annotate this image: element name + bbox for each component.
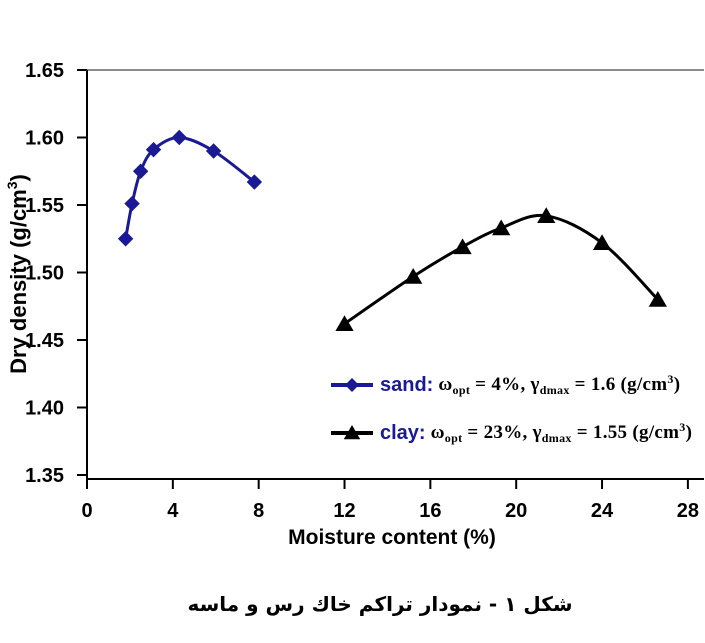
y-tick-label: 1.40: [25, 398, 64, 420]
compaction-chart: 1.65 1.60 1.55 1.50 1.45 1.40 1.35 0 4 8 12 16 20 24 2…: [4, 60, 704, 549]
sand-legend-equation: ωopt = 4%, γdmax = 1.6 (g/cm3): [438, 372, 681, 397]
y-tick-label: 1.50: [25, 263, 64, 285]
sand-marker: [117, 231, 134, 247]
y-tick-label: 1.45: [25, 330, 64, 352]
clay-marker: [404, 268, 423, 284]
y-tick-label: 1.60: [25, 128, 64, 150]
x-tick-label: 16: [419, 500, 441, 522]
clay-legend-equation: ωopt = 23%, γdmax = 1.55 (g/cm3): [430, 420, 693, 445]
legend-row-sand: sand: ωopt = 4%, γdmax = 1.6 (g/cm3): [329, 372, 680, 398]
clay-legend-label: clay:: [380, 421, 426, 444]
y-tick-label: 1.35: [25, 465, 64, 487]
clay-legend-marker-icon: [331, 425, 373, 440]
x-tick-label: 0: [81, 500, 92, 522]
sand-line: [124, 135, 256, 241]
sand-marker: [132, 163, 149, 179]
sand-marker: [124, 195, 140, 212]
clay-marker: [537, 207, 556, 224]
clay-marker: [453, 238, 472, 255]
sand-marker: [246, 174, 263, 190]
sand-marker: [205, 143, 222, 159]
sand-marker: [145, 141, 162, 158]
sand-legend-marker-icon: [331, 378, 373, 392]
x-tick-label: 12: [333, 500, 355, 522]
y-tick-label: 1.65: [25, 60, 64, 82]
y-tick-label: 1.55: [25, 195, 64, 217]
x-tick-label: 8: [253, 500, 264, 522]
figure-caption: شكل ١ - نمودار تراكم خاك رس و ماسه: [187, 592, 573, 616]
x-axis-title: Moisture content (%): [288, 526, 496, 549]
x-tick-label: 4: [167, 500, 179, 522]
x-tick-label: 20: [505, 500, 527, 522]
clay-marker: [648, 291, 667, 307]
x-tick-label: 24: [591, 500, 614, 522]
y-axis-title: Dry density (g/cm3​): [4, 174, 31, 374]
sand-marker: [171, 129, 187, 146]
clay-marker: [492, 219, 511, 236]
clay-marker: [592, 234, 612, 251]
clay-marker: [335, 315, 354, 332]
x-tick-label: 28: [677, 500, 699, 522]
sand-legend-label: sand:: [380, 373, 434, 396]
legend-row-clay: clay: ωopt = 23%, γdmax = 1.55 (g/cm3): [329, 420, 692, 446]
